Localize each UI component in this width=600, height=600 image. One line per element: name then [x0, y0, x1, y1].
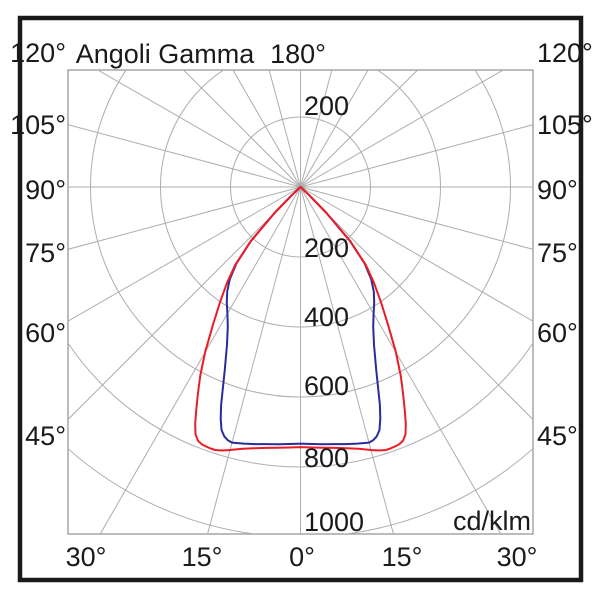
angle-gridline	[300, 186, 533, 250]
angle-gridline	[68, 186, 301, 250]
gamma-angle-label-bottom: 30°	[66, 542, 107, 572]
intensity-tick-label: 200	[304, 91, 349, 121]
angle-gridline	[300, 186, 502, 534]
gamma-angle-label-left: 105°	[10, 110, 66, 140]
angle-gridline	[300, 70, 333, 188]
angle-gridline	[300, 70, 369, 188]
intensity-tick-label: 400	[304, 302, 349, 332]
gamma-angle-label-right: 120°	[537, 38, 593, 68]
angle-gridline	[207, 186, 301, 534]
intensity-curves	[194, 186, 407, 452]
gamma-angle-label-right: 90°	[537, 175, 578, 205]
angle-gridline	[300, 186, 533, 322]
gamma-angle-label-bottom: 15°	[382, 542, 423, 572]
gamma-angle-label-bottom: 30°	[497, 542, 538, 572]
gamma-angle-label-left: 75°	[25, 238, 66, 268]
axis-labels: 120° 105° 90° 75° 60° 45° 120° 105° 90° 75° 60° 45°…	[10, 38, 593, 572]
chart-title: Angoli Gamma	[76, 39, 256, 69]
angle-gridline	[96, 70, 301, 188]
gamma-angle-label-bottom: 0°	[289, 542, 315, 572]
gamma-angle-label-left: 45°	[25, 421, 66, 451]
angle-gridline	[68, 186, 301, 322]
angle-gridline	[300, 70, 505, 188]
curve-c90-c270	[219, 186, 382, 446]
outer-frame	[17, 15, 584, 583]
angle-gridline	[300, 186, 533, 421]
angle-gridline	[182, 70, 301, 188]
angle-gridline	[300, 124, 533, 188]
gamma-angle-label-right: 60°	[537, 318, 578, 348]
gamma-180-label: 180°	[270, 39, 326, 69]
angle-gridline	[68, 124, 301, 188]
unit-label: cd/klm	[453, 506, 531, 536]
gamma-angle-label-left: 90°	[25, 175, 66, 205]
curve-c0-c180	[194, 186, 407, 452]
angle-gridline	[300, 186, 394, 534]
gamma-angle-label-left: 120°	[10, 38, 66, 68]
intensity-tick-label: 1000	[304, 507, 364, 537]
intensity-tick-label: 800	[304, 443, 349, 473]
gamma-angle-label-bottom: 15°	[182, 542, 223, 572]
intensity-tick-label: 600	[304, 371, 349, 401]
intensity-tick-label: 200	[304, 233, 349, 263]
angle-gridline	[268, 70, 301, 188]
angle-gridline	[99, 186, 301, 534]
gamma-angle-label-left: 60°	[25, 318, 66, 348]
angle-gridline	[232, 70, 301, 188]
angle-gridline	[300, 70, 419, 188]
gamma-angle-label-right: 105°	[537, 110, 593, 140]
gamma-angle-label-right: 45°	[537, 421, 578, 451]
gamma-angle-label-right: 75°	[537, 238, 578, 268]
angle-gridline	[68, 186, 301, 421]
